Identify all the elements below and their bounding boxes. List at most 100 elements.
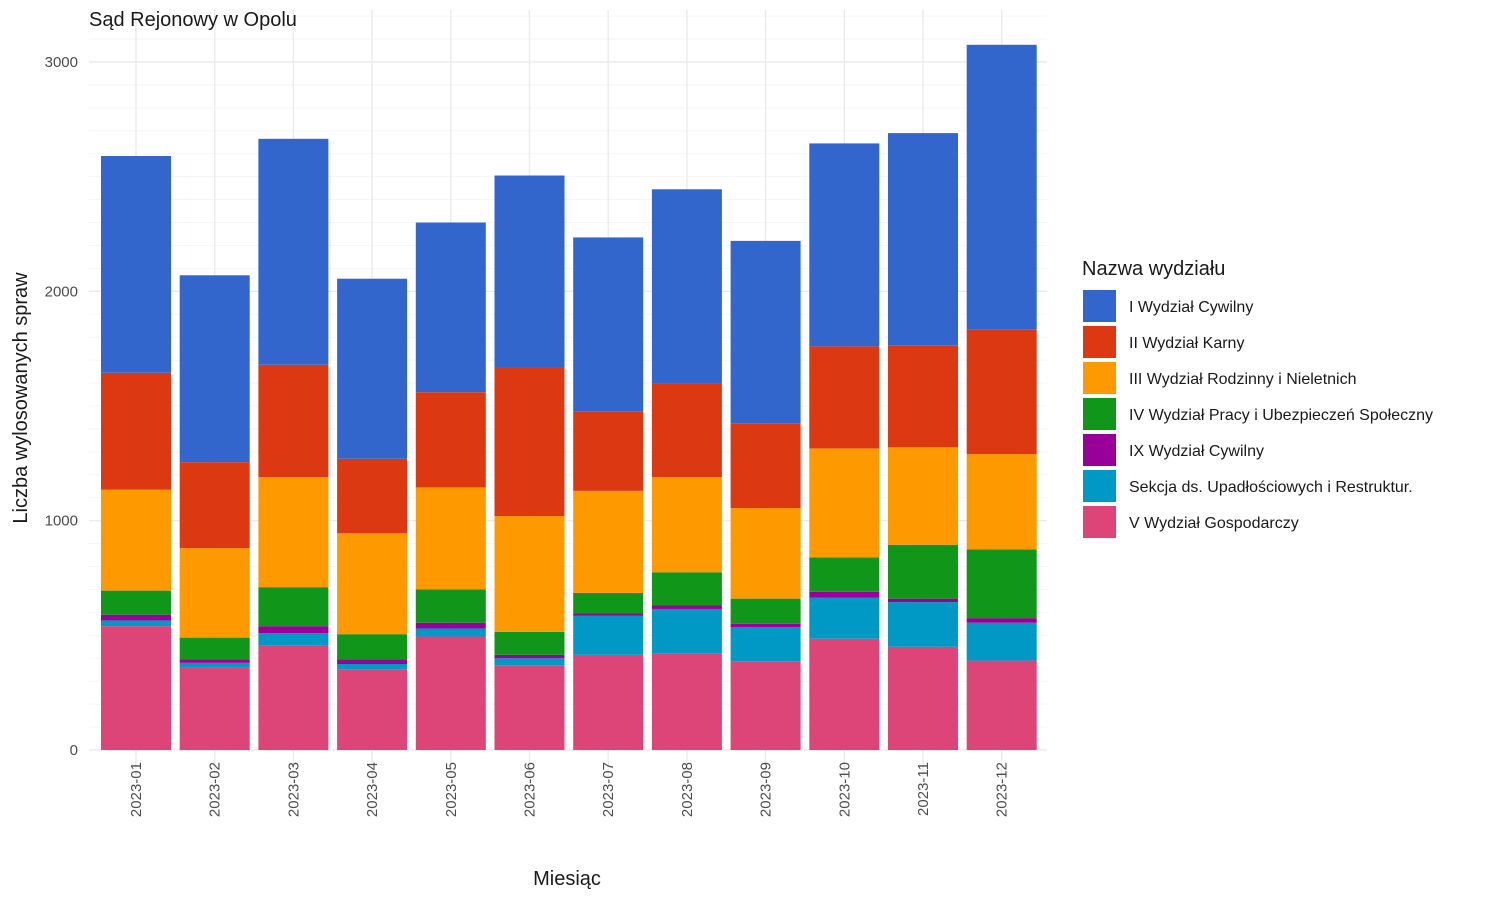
bar-segment	[415, 487, 486, 590]
y-tick-label: 1000	[45, 513, 78, 530]
bar-segment	[966, 454, 1037, 550]
legend-title: Nazwa wydziału	[1082, 258, 1225, 280]
y-axis-ticks: 0 1000 2000 3000	[45, 54, 78, 759]
bar-segment	[651, 572, 722, 606]
bar-segment	[415, 589, 486, 623]
bar-segment	[888, 602, 958, 647]
bar-segment	[888, 544, 958, 599]
bar-segment	[966, 549, 1037, 619]
x-tick-label: 2023-12	[994, 762, 1011, 817]
bar-segment	[966, 622, 1037, 661]
bar-segment	[651, 477, 722, 573]
x-tick-label: 2023-07	[600, 762, 617, 817]
legend-swatch	[1083, 290, 1116, 322]
bar-segment	[258, 477, 329, 588]
bar-segment	[179, 659, 250, 663]
legend-swatch	[1083, 398, 1116, 430]
bar-segment	[730, 598, 801, 624]
bar-segment	[809, 143, 880, 347]
bar-segment	[809, 448, 880, 558]
legend-label: III Wydział Rodzinny i Nieletnich	[1129, 371, 1357, 388]
bar-segment	[494, 658, 565, 666]
bar-segment	[415, 622, 486, 629]
y-tick-label: 2000	[45, 283, 78, 300]
x-tick-label: 2023-10	[836, 762, 853, 817]
bar-segment	[573, 237, 644, 412]
bar-segment	[651, 605, 722, 609]
bar-segment	[494, 665, 565, 750]
x-tick-label: 2023-08	[679, 762, 696, 817]
y-tick-label: 0	[70, 742, 78, 759]
bar-segment	[888, 133, 958, 346]
bar-segment	[415, 222, 486, 393]
bar-segment	[494, 367, 565, 517]
x-tick-label: 2023-02	[207, 762, 224, 817]
bar-segment	[730, 627, 801, 662]
bar-segment	[651, 608, 722, 654]
bar-segment	[651, 383, 722, 478]
bar-segment	[573, 613, 644, 616]
bar-segment	[101, 372, 171, 490]
bar-segment	[101, 626, 171, 750]
legend-swatch	[1083, 470, 1116, 502]
bar-segment	[494, 631, 565, 655]
legend-swatch	[1083, 326, 1116, 358]
bar-segment	[415, 392, 486, 488]
bar-segment	[966, 329, 1037, 455]
bar-segment	[179, 637, 250, 660]
bar-segment	[258, 626, 329, 634]
x-tick-label: 2023-09	[758, 762, 775, 817]
legend-swatch	[1083, 362, 1116, 394]
bar-segment	[337, 278, 408, 459]
bar-segment	[258, 138, 329, 365]
bar-segment	[966, 44, 1037, 330]
bar-segment	[179, 662, 250, 668]
bar-segment	[809, 346, 880, 449]
bar-segment	[179, 462, 250, 549]
bar-segment	[415, 628, 486, 637]
legend-label: IV Wydział Pracy i Ubezpieczeń Społeczny	[1129, 407, 1433, 424]
legend-label: I Wydział Cywilny	[1129, 299, 1253, 316]
x-tick-label: 2023-03	[285, 762, 302, 817]
bar-segment	[258, 587, 329, 627]
bar-segment	[101, 489, 171, 591]
bar-segment	[809, 597, 880, 639]
bar-segment	[337, 634, 408, 660]
bar-segment	[573, 490, 644, 593]
y-axis-title: Liczba wylosowanych spraw	[10, 272, 32, 524]
bar-segment	[730, 508, 801, 599]
bar-segment	[337, 664, 408, 670]
bar-segment	[651, 189, 722, 384]
bar-segment	[337, 659, 408, 664]
bar-segment	[730, 423, 801, 509]
x-tick-label: 2023-01	[128, 762, 145, 817]
y-tick-label: 3000	[45, 54, 78, 71]
bar-segment	[651, 653, 722, 750]
bar-segment	[730, 240, 801, 424]
bar-segment	[101, 590, 171, 615]
legend-label: II Wydział Karny	[1129, 335, 1244, 352]
bar-segment	[494, 175, 565, 368]
bar-segment	[258, 633, 329, 646]
bar-segment	[573, 654, 644, 750]
legend-label: Sekcja ds. Upadłościowych i Restruktur.	[1129, 479, 1413, 496]
x-tick-label: 2023-11	[915, 762, 932, 816]
bar-segment	[966, 618, 1037, 623]
legend-swatch	[1083, 506, 1116, 538]
bar-segment	[888, 646, 958, 750]
bar-segment	[888, 447, 958, 545]
bar-segment	[809, 638, 880, 750]
bar-segment	[888, 598, 958, 603]
bar-segment	[809, 557, 880, 592]
bar-segment	[494, 654, 565, 659]
x-tick-label: 2023-06	[522, 762, 539, 817]
bar-segment	[337, 669, 408, 750]
bar-segment	[337, 533, 408, 635]
bar-segment	[415, 636, 486, 750]
bar-segment	[179, 275, 250, 463]
legend-label: V Wydział Gospodarczy	[1129, 515, 1299, 532]
bar-segment	[337, 458, 408, 534]
bar-segment	[179, 667, 250, 750]
bar-segment	[258, 364, 329, 478]
bar-segment	[573, 592, 644, 614]
